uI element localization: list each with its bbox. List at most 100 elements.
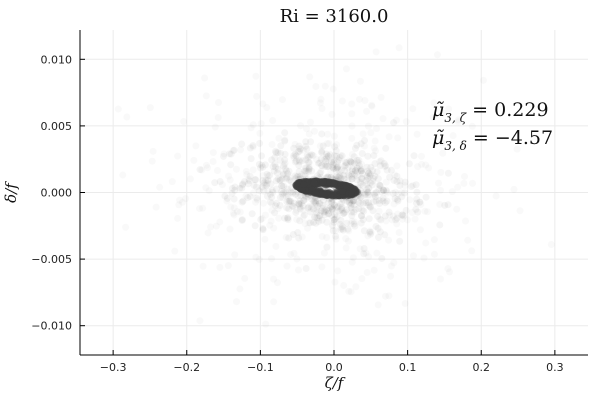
scatter-point [296,181,304,189]
scatter-point [302,181,310,189]
scatter-point [338,181,346,189]
scatter-point [375,185,383,193]
scatter-point [375,181,383,189]
scatter-point [349,191,357,199]
scatter-point [341,182,349,190]
scatter-point [269,117,276,124]
scatter-point [340,282,347,289]
scatter-point [304,187,312,195]
scatter-point [312,197,320,205]
scatter-point [355,162,363,170]
scatter-point [444,265,451,272]
scatter-point [344,194,352,202]
scatter-point [381,231,389,239]
scatter-point [302,176,310,184]
scatter-point [431,251,438,258]
scatter-point [284,216,292,224]
scatter-point [230,146,238,154]
scatter-point [343,184,351,192]
scatter-point [298,181,306,189]
scatter-point [349,190,357,198]
scatter-point [351,185,359,193]
scatter-point [350,153,358,161]
scatter-point [414,131,421,138]
scatter-point [316,190,324,198]
scatter-point [393,172,401,180]
scatter-point [364,189,372,197]
scatter-point [340,192,348,200]
scatter-point [347,158,355,166]
scatter-point [311,177,319,185]
scatter-point [231,186,239,194]
scatter-point [304,204,312,212]
scatter-point [349,188,357,196]
scatter-point [306,178,314,186]
scatter-point [260,179,268,187]
scatter-point [315,178,323,186]
scatter-point [329,180,337,188]
scatter-point [322,191,330,199]
scatter-point [345,190,353,197]
scatter-point [362,199,370,207]
scatter-point [283,167,291,175]
scatter-point [255,187,263,195]
scatter-point [285,234,293,242]
scatter-point [334,181,342,189]
scatter-point [365,215,373,223]
scatter-point [297,180,305,188]
scatter-point [356,193,364,201]
scatter-point [246,172,254,180]
scatter-point [227,226,234,233]
scatter-point [316,180,324,188]
scatter-point [271,160,279,168]
scatter-point [320,190,328,198]
scatter-point [375,196,383,204]
scatter-point [366,179,374,187]
scatter-point [343,182,351,190]
scatter-point [345,191,353,199]
scatter-point [352,189,360,197]
scatter-point [299,186,306,194]
scatter-point [358,175,366,183]
scatter-point [295,168,303,176]
scatter-point [320,180,328,188]
scatter-point [297,122,304,129]
scatter-point [332,182,340,190]
scatter-point [312,180,320,188]
scatter-point [304,187,312,195]
scatter-point [341,186,349,194]
scatter-point [274,148,282,156]
scatter-point [337,191,345,199]
scatter-point [216,264,223,271]
scatter-point [315,199,323,207]
scatter-point [313,214,321,222]
scatter-point [311,179,319,187]
scatter-point [330,216,338,224]
scatter-point [409,105,416,112]
scatter-point [364,199,372,207]
scatter-point [348,212,356,220]
scatter-point [291,158,299,166]
scatter-point [324,189,332,197]
scatter-point [342,190,350,198]
scatter-point [323,153,331,161]
scatter-point [331,201,339,209]
scatter-point [396,229,403,236]
scatter-point [352,188,360,196]
scatter-point [334,203,342,211]
scatter-point [342,188,350,196]
scatter-point [382,186,390,194]
scatter-point [286,176,294,184]
scatter-point [331,279,338,286]
scatter-point [263,192,271,200]
scatter-point [358,206,366,214]
scatter-point [321,178,329,186]
scatter-point [319,177,327,185]
chart-title: Ri = 3160.0 [280,6,389,27]
scatter-point [350,189,358,197]
scatter-point [338,189,346,197]
scatter-point [314,159,322,167]
scatter-point [405,160,413,168]
scatter-point [306,219,314,227]
scatter-point [310,186,318,194]
